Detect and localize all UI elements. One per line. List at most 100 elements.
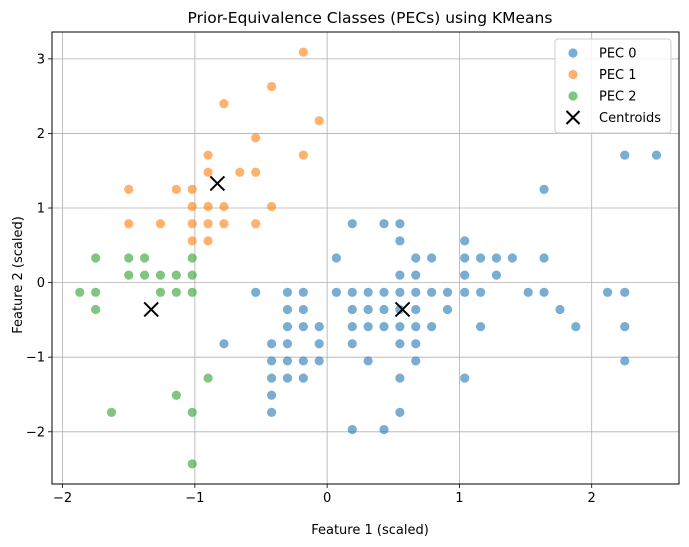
pec-0-point — [507, 253, 517, 263]
x-tick-label: 2 — [588, 491, 596, 506]
pec-0-point — [491, 270, 502, 280]
x-tick-label: 1 — [455, 491, 463, 506]
centroid-marker — [394, 301, 411, 318]
pec-0-point — [266, 390, 277, 400]
pec-2-point — [124, 270, 134, 280]
pec-0-point — [347, 322, 357, 332]
pec-0-point — [460, 287, 470, 297]
pec-2-point — [139, 270, 150, 280]
pec-0-point — [475, 322, 486, 332]
y-tick-label: −2 — [26, 425, 45, 440]
pec-0-point — [347, 219, 357, 229]
pec-2-point — [187, 270, 197, 280]
pec-0-point — [620, 322, 630, 332]
pec-0-point — [395, 219, 405, 229]
data-points — [75, 47, 662, 469]
pec-2-point — [203, 373, 213, 383]
pec-0-point — [219, 339, 229, 349]
pec-0-point — [620, 356, 630, 366]
pec-1-point — [187, 236, 197, 246]
pec-1-point — [219, 201, 229, 212]
legend-marker-pec-0 — [568, 48, 578, 58]
legend-label-centroids: Centroids — [599, 111, 661, 126]
pec-0-point — [395, 287, 405, 297]
x-tick-label: −2 — [53, 491, 72, 506]
pec-1-point — [203, 167, 213, 177]
pec-0-point — [620, 287, 630, 297]
legend-marker-pec-1 — [568, 69, 578, 80]
pec-1-point — [219, 99, 229, 109]
pec-1-point — [203, 236, 213, 246]
pec-0-point — [282, 304, 293, 315]
pec-0-point — [395, 339, 405, 349]
pec-0-point — [347, 287, 357, 297]
pec-0-point — [491, 253, 502, 263]
pec-0-point — [460, 253, 470, 263]
pec-2-point — [171, 390, 181, 400]
pec-0-point — [379, 219, 389, 229]
pec-0-point — [442, 287, 453, 297]
y-tick-label: 1 — [37, 202, 45, 217]
pec-0-point — [411, 356, 421, 366]
y-tick-label: −1 — [26, 351, 45, 366]
pec-0-point — [555, 304, 565, 315]
pec-0-point — [282, 356, 293, 366]
pec-2-point — [171, 270, 181, 280]
pec-0-point — [460, 373, 470, 383]
pec-0-point — [395, 407, 405, 417]
pec-0-point — [539, 287, 549, 297]
y-axis-label: Feature 2 (scaled) — [11, 216, 26, 334]
pec-0-point — [314, 322, 324, 332]
pec-2-point — [91, 304, 101, 315]
pec-1-point — [203, 150, 213, 160]
pec-2-point — [91, 253, 101, 263]
pec-0-point — [379, 424, 389, 435]
pec-0-point — [314, 339, 324, 349]
pec-0-point — [411, 270, 421, 280]
pec-0-point — [331, 287, 341, 297]
pec-1-point — [251, 133, 261, 143]
pec-0-point — [460, 236, 470, 246]
pec-0-point — [395, 322, 405, 332]
pec-0-point — [411, 322, 421, 332]
pec-0-point — [475, 253, 486, 263]
pec-0-point — [266, 339, 277, 349]
pec-1-point — [187, 219, 197, 229]
pec-0-point — [379, 287, 389, 297]
pec-1-point — [298, 150, 308, 160]
chart-title: Prior-Equivalence Classes (PECs) using K… — [188, 9, 553, 27]
pec-0-point — [427, 287, 437, 297]
centroid-marker — [209, 175, 226, 192]
pec-0-point — [427, 322, 437, 332]
pec-0-point — [298, 356, 308, 366]
pec-1-point — [187, 201, 197, 212]
pec-0-point — [298, 287, 308, 297]
pec-2-point — [171, 287, 181, 297]
pec-0-point — [363, 304, 373, 315]
pec-0-point — [314, 356, 324, 366]
pec-1-point — [124, 184, 134, 194]
pec-0-point — [282, 287, 293, 297]
pec-0-point — [379, 322, 389, 332]
pec-0-point — [298, 304, 308, 315]
plot-frame — [51, 31, 680, 485]
x-tick-label: −1 — [185, 491, 204, 506]
pec-0-point — [475, 287, 486, 297]
pec-0-point — [602, 287, 613, 297]
pec-2-point — [75, 287, 85, 297]
pec-0-point — [282, 339, 293, 349]
legend-marker-centroids — [565, 110, 581, 125]
pec-0-point — [395, 373, 405, 383]
pec-1-point — [155, 219, 166, 229]
legend-label-pec-0: PEC 0 — [599, 47, 637, 62]
pec-1-point — [203, 201, 213, 212]
pec-0-point — [411, 253, 421, 263]
pec-0-point — [282, 373, 293, 383]
x-axis-label: Feature 1 (scaled) — [311, 523, 429, 538]
pec-0-point — [266, 407, 277, 417]
pec-0-point — [347, 424, 357, 435]
axis-ticks: −2 −1 0 1 2 −2 −1 0 1 2 3 — [26, 52, 596, 506]
pec-1-point — [171, 184, 181, 194]
pec-1-point — [314, 116, 324, 126]
